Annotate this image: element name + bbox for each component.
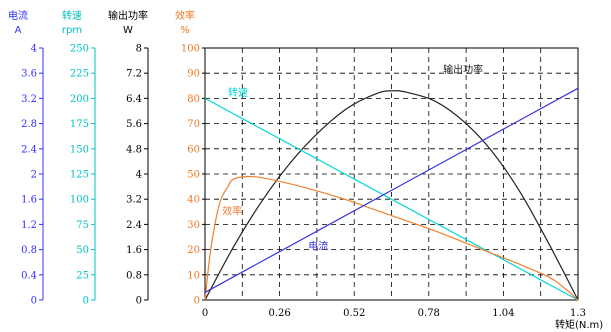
series-layer [204, 87, 579, 301]
stacked-axis-tick-label: 125 [70, 170, 89, 181]
grid [205, 48, 578, 300]
x-tick-label: 0.78 [418, 308, 440, 319]
axis-title: 效率 [175, 9, 195, 22]
axis-title: 输出功率 [108, 9, 148, 22]
stacked-axis-tick-label: 225 [70, 69, 89, 80]
stacked-axis-tick-label: 7.2 [126, 69, 142, 80]
series-line [204, 175, 579, 301]
main-y-tick-label: 100 [181, 44, 200, 55]
axis-title: 转速 [62, 9, 82, 22]
axis-unit: A [15, 25, 22, 36]
stacked-axis-tick-label: 4 [31, 44, 37, 55]
main-y-axis: 0 10 20 30 40 50 60 70 80 90 100 [181, 44, 205, 307]
main-y-tick-label: 70 [187, 119, 200, 130]
stacked-axis-tick-label: 2.4 [21, 144, 37, 155]
stacked-axis-tick-label: 2.8 [21, 119, 37, 130]
stacked-axis-tick-label: 2 [31, 170, 37, 181]
x-tick-label: 0.52 [343, 308, 365, 319]
stacked-axis-tick-label: 3.2 [126, 195, 142, 206]
stacked-axis-tick-label: 0 [83, 296, 89, 307]
axis-title: 电流 [8, 9, 28, 22]
stacked-axis-tick-label: 4 [136, 170, 142, 181]
main-y-tick-label: 80 [187, 94, 200, 105]
stacked-axis-tick-label: 4.8 [126, 144, 142, 155]
x-tick-label: 1.3 [570, 308, 586, 319]
axis-unit: W [123, 25, 133, 36]
stacked-axis-tick-label: 8 [136, 44, 142, 55]
stacked-axis-tick-label: 0.8 [21, 245, 37, 256]
stacked-axis-tick-label: 200 [70, 94, 89, 105]
stacked-axis-tick-label: 1.6 [21, 195, 37, 206]
series-label: 电流 [308, 240, 328, 253]
stacked-axis-tick-label: 3.6 [21, 69, 37, 80]
stacked-axis-tick-label: 0.8 [126, 270, 142, 281]
left-axes: 电流 A 0 0.4 0.8 1.2 1.6 2 2.4 2.8 3.2 3.6 4 转速 rpm 0 25 50… [8, 9, 195, 307]
series-line [204, 87, 579, 293]
x-tick-label: 0.26 [268, 308, 290, 319]
main-y-tick-label: 90 [187, 69, 200, 80]
stacked-axis-tick-label: 6.4 [126, 94, 142, 105]
x-axis-label: 转矩(N.m) [555, 318, 603, 331]
stacked-axis-tick-label: 250 [70, 44, 89, 55]
stacked-axis-tick-label: 5.6 [126, 119, 142, 130]
series-label: 输出功率 [443, 63, 483, 76]
main-y-tick-label: 20 [187, 245, 200, 256]
stacked-axis-tick-label: 2.4 [126, 220, 142, 231]
series-label: 效率 [222, 204, 242, 217]
stacked-axis-tick-label: 175 [70, 119, 89, 130]
stacked-axis-tick-label: 0.4 [21, 270, 37, 281]
x-tick-label: 0 [202, 308, 208, 319]
axis-unit: % [180, 25, 190, 36]
stacked-axis-tick-label: 1.6 [126, 245, 142, 256]
main-y-tick-label: 0 [194, 296, 200, 307]
main-y-tick-label: 30 [187, 220, 200, 231]
x-axis: 0 0.26 0.52 0.78 1.04 1.3 [202, 308, 586, 319]
stacked-axis-tick-label: 100 [70, 195, 89, 206]
series-line [204, 97, 579, 301]
stacked-axis-tick-label: 1.2 [21, 220, 37, 231]
main-y-tick-label: 50 [187, 170, 200, 181]
stacked-axis-tick-label: 50 [76, 245, 89, 256]
stacked-axis-tick-label: 3.2 [21, 94, 37, 105]
stacked-axis-tick-label: 75 [76, 220, 89, 231]
main-y-tick-label: 60 [187, 144, 200, 155]
series-label: 转速 [228, 86, 248, 99]
stacked-axis-tick-label: 0 [31, 296, 37, 307]
axis-unit: rpm [62, 25, 82, 36]
main-y-tick-label: 40 [187, 195, 200, 206]
series-line [204, 90, 579, 301]
stacked-axis-tick-label: 0 [136, 296, 142, 307]
stacked-axis-tick-label: 150 [70, 144, 89, 155]
x-tick-label: 1.04 [492, 308, 514, 319]
main-y-tick-label: 10 [187, 270, 200, 281]
stacked-axis-tick-label: 25 [76, 270, 89, 281]
